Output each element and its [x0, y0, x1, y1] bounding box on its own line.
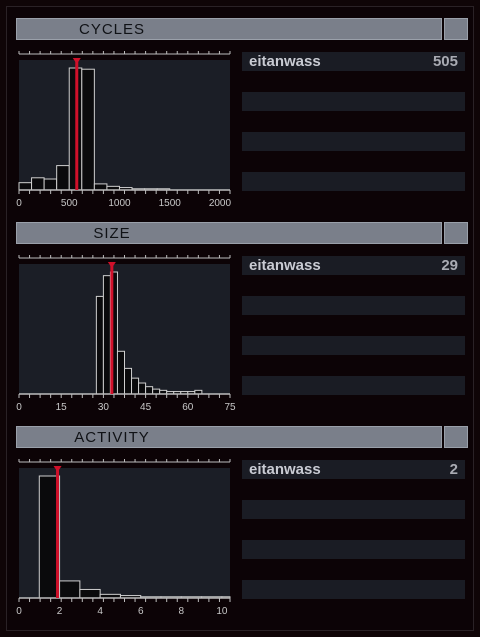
histogram-bar — [116, 350, 126, 395]
ranking-row-empty — [242, 540, 465, 559]
ranking-row-empty — [242, 376, 465, 395]
ranking-row: eitanwass 505 — [242, 52, 465, 71]
player-marker-triangle — [72, 58, 81, 64]
section-header-cap — [444, 18, 468, 40]
x-tick-label: 500 — [61, 198, 78, 209]
x-tick-label: 2000 — [209, 198, 232, 209]
cycles-histogram: 0 500 1000 1500 2000 — [10, 46, 240, 216]
section-header-cap — [444, 222, 468, 244]
x-tick-label: 0 — [16, 198, 22, 209]
histogram-svg: 0 2 4 6 8 10 — [16, 459, 231, 617]
plot-area — [19, 60, 230, 190]
histogram-bar — [93, 183, 108, 191]
cycles-section: CYCLES 0 500 1000 1500 2000 eitanwass 505 — [0, 6, 480, 210]
player-name: eitanwass — [249, 53, 321, 70]
x-tick-label: 1000 — [108, 198, 131, 209]
section-header: ACTIVITY — [16, 426, 442, 448]
ranking-row-empty — [242, 92, 465, 111]
player-marker-triangle — [107, 262, 116, 268]
x-tick-label: 75 — [224, 402, 236, 413]
histogram-bar — [59, 580, 81, 599]
section-title: ACTIVITY — [74, 429, 150, 446]
x-tick-label: 4 — [97, 606, 103, 617]
histogram-svg: 0 500 1000 1500 2000 — [16, 51, 232, 209]
section-title: SIZE — [93, 225, 131, 242]
histogram-bar — [124, 367, 133, 395]
ranking-row-empty — [242, 132, 465, 151]
section-header-cap — [444, 426, 468, 448]
player-score: 505 — [432, 53, 458, 70]
section-header: SIZE — [16, 222, 442, 244]
histogram-bar — [138, 382, 147, 395]
x-tick-label: 8 — [179, 606, 185, 617]
histogram-bar — [102, 275, 111, 395]
x-tick-label: 6 — [138, 606, 144, 617]
ranking-row: eitanwass 2 — [242, 460, 465, 479]
histogram-bar — [95, 295, 104, 395]
player-score: 2 — [449, 461, 458, 478]
ranking-row-empty — [242, 336, 465, 355]
ranking-row-empty — [242, 500, 465, 519]
ranking-row-empty — [242, 172, 465, 191]
histogram-bar — [56, 165, 70, 191]
histogram-bar — [81, 68, 95, 191]
x-tick-label: 45 — [140, 402, 152, 413]
size-histogram: 0 15 30 45 60 75 — [10, 250, 240, 420]
histogram-bar — [43, 178, 58, 191]
activity-section: ACTIVITY 0 2 4 6 8 10 eitanwass 2 — [0, 414, 480, 618]
histogram-bar — [79, 588, 101, 599]
x-tick-label: 0 — [16, 606, 22, 617]
histogram-svg: 0 15 30 45 60 75 — [16, 255, 236, 413]
section-title: CYCLES — [78, 21, 146, 38]
ranking-row-empty — [242, 580, 465, 599]
x-tick-label: 60 — [182, 402, 194, 413]
player-marker-triangle — [53, 466, 62, 472]
x-tick-label: 15 — [56, 402, 68, 413]
player-name: eitanwass — [249, 257, 321, 274]
histogram-bar — [145, 386, 154, 395]
x-tick-label: 0 — [16, 402, 22, 413]
histogram-bar — [18, 182, 33, 191]
x-tick-label: 1500 — [159, 198, 182, 209]
histogram-bar — [31, 177, 45, 191]
activity-histogram: 0 2 4 6 8 10 — [10, 454, 240, 624]
histogram-bar — [131, 377, 140, 395]
player-score: 29 — [441, 257, 458, 274]
x-tick-label: 30 — [98, 402, 110, 413]
section-header: CYCLES — [16, 18, 442, 40]
x-tick-label: 2 — [57, 606, 63, 617]
x-tick-label: 10 — [216, 606, 228, 617]
ranking-row: eitanwass 29 — [242, 256, 465, 275]
size-section: SIZE 0 15 30 45 60 75 eitanwass 29 — [0, 210, 480, 414]
player-name: eitanwass — [249, 461, 321, 478]
ranking-row-empty — [242, 296, 465, 315]
